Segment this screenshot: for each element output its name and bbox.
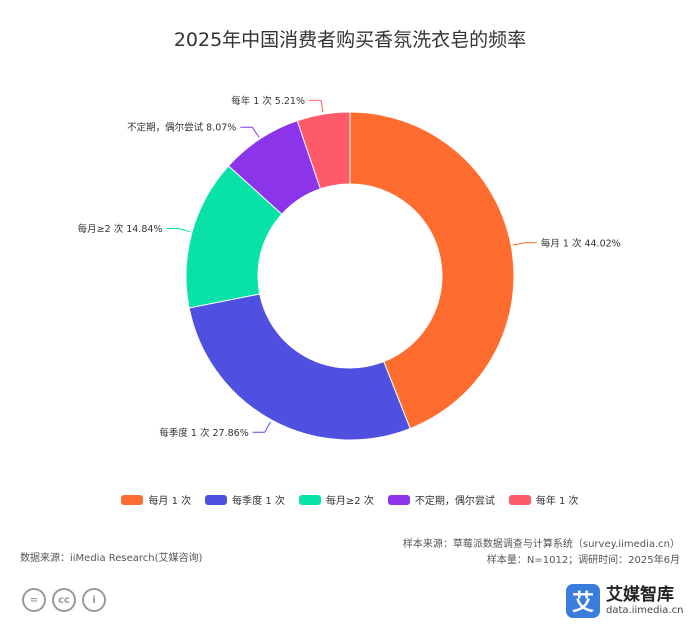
donut-slice-0: [349, 111, 515, 430]
legend-label-1: 每季度 1 次: [232, 496, 285, 507]
legend-item-4[interactable]: 每年 1 次: [508, 492, 579, 507]
slice-label-0: 每月 1 次 44.02%: [541, 237, 621, 249]
chart-legend: 每月 1 次 每季度 1 次 每月≥2 次 不定期，偶尔尝试 每年 1 次: [0, 492, 700, 507]
leader-line-1: [252, 421, 271, 433]
leader-line-2: [166, 227, 191, 233]
data-source: 数据来源：iiMedia Research(艾媒咨询): [20, 553, 203, 564]
legend-label-3: 不定期，偶尔尝试: [414, 496, 495, 507]
slice-label-3: 不定期，偶尔尝试 8.07%: [127, 122, 236, 134]
brand-url: data.iimedia.cn: [606, 604, 684, 616]
legend-swatch-3: [387, 494, 410, 505]
leader-line-0: [512, 242, 537, 246]
legend-swatch-2: [298, 494, 321, 505]
legend-label-2: 每月≥2 次: [325, 496, 374, 507]
legend-swatch-0: [121, 494, 144, 505]
legend-item-0[interactable]: 每月 1 次: [121, 492, 191, 507]
leader-line-4: [308, 99, 324, 113]
sample-size: 样本量：N=1012；调研时间：2025年6月: [486, 555, 680, 566]
donut-slice-4: [296, 111, 351, 190]
legend-item-1[interactable]: 每季度 1 次: [205, 492, 285, 507]
slice-label-2: 每月≥2 次 14.84%: [78, 223, 163, 235]
legend-label-0: 每月 1 次: [148, 496, 192, 507]
legend-item-3[interactable]: 不定期，偶尔尝试: [387, 492, 495, 507]
legend-item-2[interactable]: 每月≥2 次: [298, 492, 374, 507]
donut-slice-1: [188, 293, 411, 441]
brand-logo-icon: 艾: [566, 584, 600, 618]
attribution-icon: i: [82, 588, 106, 612]
sample-source: 样本来源：草莓派数据调查与计算系统（survey.iimedia.cn）: [402, 539, 680, 550]
nd-icon: =: [22, 588, 46, 612]
legend-swatch-4: [508, 494, 531, 505]
slice-label-4: 每年 1 次 5.21%: [231, 95, 305, 107]
donut-chart: 每月 1 次 44.02% 每季度 1 次 27.86% 每月≥2 次 14.84%…: [78, 95, 621, 441]
license-icons: = cc i: [22, 588, 106, 612]
legend-swatch-1: [205, 494, 228, 505]
slice-label-1: 每季度 1 次 27.86%: [159, 427, 248, 439]
legend-label-4: 每年 1 次: [535, 496, 579, 507]
brand-logo: 艾 艾媒智库 data.iimedia.cn: [566, 584, 683, 618]
brand-name: 艾媒智库: [606, 585, 674, 606]
leader-line-3: [240, 126, 260, 138]
chart-title: 2025年中国消费者购买香氛洗衣皂的频率: [173, 29, 527, 51]
cc-icon: cc: [52, 588, 76, 612]
